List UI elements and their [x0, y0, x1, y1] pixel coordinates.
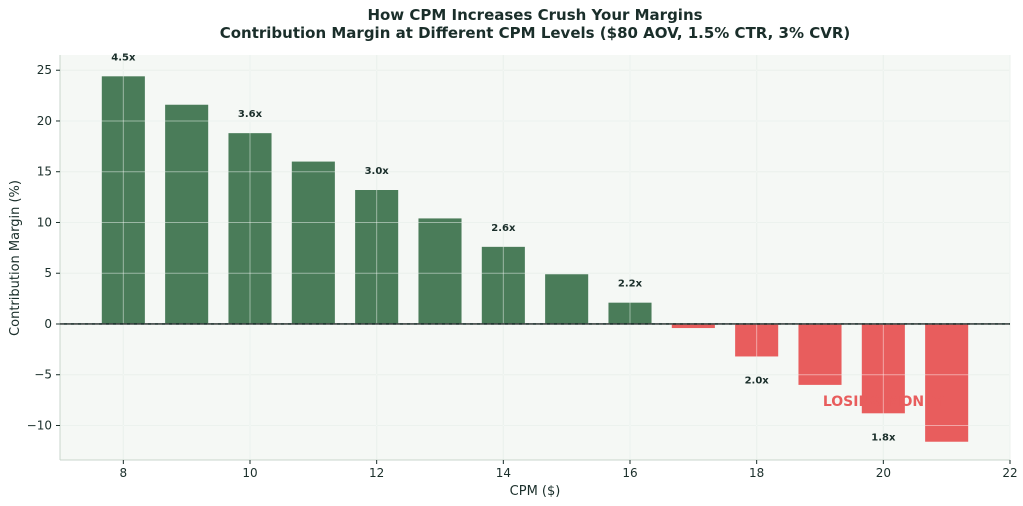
bar — [355, 190, 399, 324]
bar — [481, 246, 525, 324]
bar — [165, 104, 209, 324]
bar — [925, 323, 969, 442]
bar — [671, 323, 715, 329]
x-tick-label: 10 — [242, 466, 257, 480]
x-tick-label: 16 — [622, 466, 637, 480]
x-tick-label: 14 — [496, 466, 511, 480]
bars — [101, 76, 969, 442]
losing-money-label: LOSING MONEY — [823, 394, 945, 410]
roas-label: 1.8x — [871, 432, 896, 443]
y-tick-label: 15 — [37, 165, 52, 179]
bar — [545, 274, 589, 324]
roas-label: 2.6x — [491, 223, 516, 234]
y-axis-label: Contribution Margin (%) — [8, 180, 23, 336]
y-tick-label: 0 — [44, 317, 52, 331]
x-axis-label: CPM ($) — [510, 484, 561, 499]
roas-label: 4.5x — [111, 52, 136, 63]
x-tick-label: 8 — [120, 466, 128, 480]
plot-area — [60, 55, 1010, 460]
roas-label: 2.2x — [618, 279, 643, 290]
bar — [861, 323, 905, 414]
roas-label: 3.0x — [365, 166, 390, 177]
y-tick-label: 25 — [37, 63, 52, 77]
y-tick-label: −5 — [34, 368, 52, 382]
bar — [228, 133, 272, 324]
bar — [101, 76, 145, 324]
axes: −10 −5 0 5 10 15 20 25 8 10 12 14 16 18 20 22 — [27, 55, 1018, 480]
chart-subtitle: Contribution Margin at Different CPM Lev… — [220, 24, 851, 42]
roas-label: 3.6x — [238, 109, 263, 120]
roas-label: 2.0x — [745, 375, 770, 386]
y-tick-label: −10 — [27, 418, 52, 432]
bar — [798, 323, 842, 385]
chart-title: How CPM Increases Crush Your Margins — [367, 6, 702, 24]
y-tick-label: 5 — [44, 266, 52, 280]
y-tick-label: 20 — [37, 114, 52, 128]
x-tick-label: 20 — [876, 466, 891, 480]
x-tick-label: 18 — [749, 466, 764, 480]
x-tick-label: 22 — [1002, 466, 1017, 480]
y-tick-label: 10 — [37, 215, 52, 229]
bar — [735, 323, 779, 357]
bar — [608, 302, 652, 324]
annotations: LOSING MONEY 4.5x 3.6x 3.0x 2.6x 2.2x 2.0x 1.8x — [111, 52, 944, 443]
bar — [291, 161, 335, 324]
x-tick-label: 12 — [369, 466, 384, 480]
bar — [418, 218, 462, 324]
